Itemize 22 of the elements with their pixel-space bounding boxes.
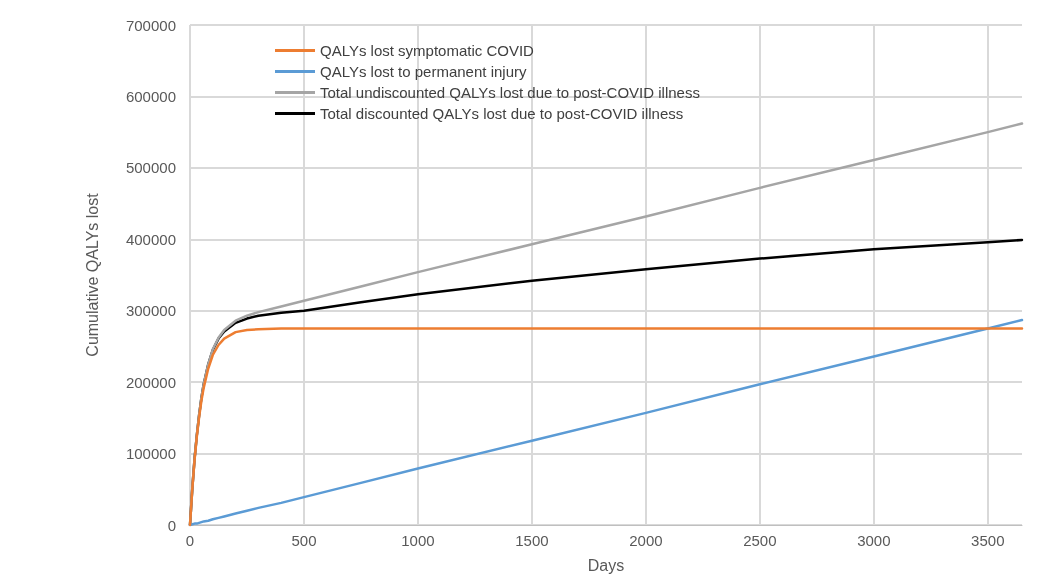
x-tick-label: 2500 [743,532,777,549]
x-tick-label: 3500 [971,532,1005,549]
legend-label: QALYs lost to permanent injury [320,63,527,80]
y-tick-label: 300000 [125,302,176,320]
x-tick-label: 3000 [857,532,891,549]
y-tick-label: 500000 [125,159,176,177]
x-tick-label: 1000 [401,532,435,549]
y-tick-label: 100000 [125,445,176,463]
x-axis-title: Days [587,556,625,574]
y-tick-label: 700000 [125,16,176,34]
legend-label: Total undiscounted QALYs lost due to post-COVID illness [320,84,700,101]
y-axis-title: Cumulative QALYs lost [83,192,101,357]
x-tick-label: 500 [291,532,317,549]
y-tick-label: 600000 [125,87,176,105]
x-tick-label: 0 [185,532,195,549]
y-tick-label: 0 [167,516,176,534]
legend-label: Total discounted QALYs lost due to post-COVID illness [320,105,684,122]
legend-label: QALYs lost symptomatic COVID [320,42,535,59]
x-tick-label: 2000 [629,532,663,549]
y-tick-label: 200000 [125,373,176,391]
y-tick-label: 400000 [125,230,176,248]
x-tick-label: 1500 [515,532,549,549]
